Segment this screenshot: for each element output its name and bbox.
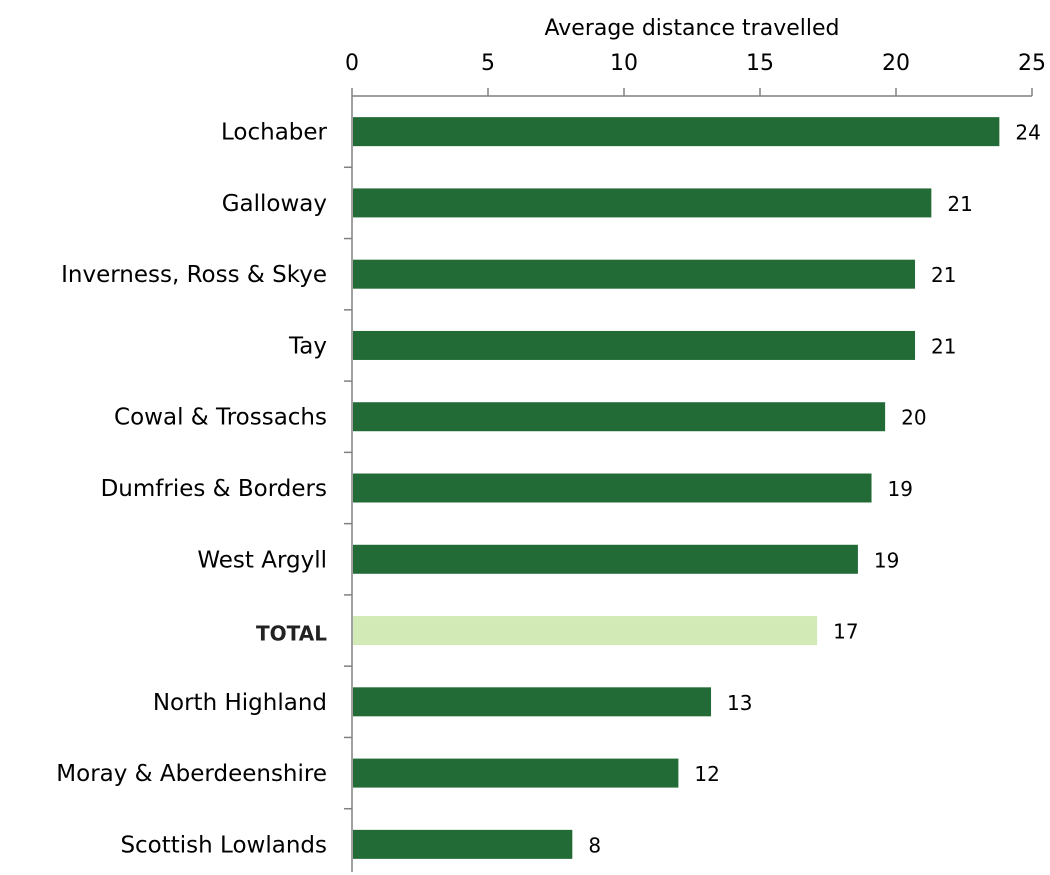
data-label: 19 <box>874 548 899 572</box>
data-labels: 24 21 21 21 20 19 19 17 13 12 8 <box>588 121 1040 858</box>
bar-west-argyll <box>353 544 858 574</box>
category-label: Moray & Aberdeenshire <box>56 761 327 787</box>
data-label: 8 <box>588 833 601 857</box>
category-labels: Lochaber Galloway Inverness, Ross & Skye Ta… <box>56 120 327 859</box>
category-label: Inverness, Ross & Skye <box>61 262 327 288</box>
bar-tay <box>353 330 916 360</box>
data-label: 17 <box>833 620 858 644</box>
x-axis-title: Average distance travelled <box>545 16 840 41</box>
data-label: 20 <box>901 406 926 430</box>
x-tick-label: 25 <box>1018 51 1046 76</box>
data-label: 21 <box>931 334 956 358</box>
x-tick-label: 20 <box>882 51 910 76</box>
category-label: Cowal & Trossachs <box>114 405 327 431</box>
category-label: Dumfries & Borders <box>101 476 327 502</box>
data-label: 21 <box>931 263 956 287</box>
bar-scottish-lowlands <box>353 829 573 859</box>
data-label: 12 <box>694 762 719 786</box>
bars <box>353 117 1000 859</box>
category-label: Tay <box>288 333 327 359</box>
bar-total <box>353 616 818 646</box>
bar-moray-aberdeenshire <box>353 758 679 788</box>
bar-north-highland <box>353 687 712 717</box>
x-tick-label: 5 <box>481 51 495 76</box>
bar-inverness-ross-skye <box>353 259 916 289</box>
x-axis-ticks: 0 5 10 15 20 25 <box>345 51 1046 96</box>
bar-lochaber <box>353 117 1000 147</box>
category-label: TOTAL <box>256 622 327 646</box>
category-label: Galloway <box>222 191 327 217</box>
x-tick-label: 10 <box>610 51 638 76</box>
category-label: Scottish Lowlands <box>120 832 327 858</box>
x-tick-label: 15 <box>746 51 774 76</box>
data-label: 21 <box>947 192 972 216</box>
category-label: West Argyll <box>197 547 327 573</box>
category-label: North Highland <box>153 690 327 716</box>
data-label: 24 <box>1015 121 1040 145</box>
category-axis-ticks <box>344 166 352 810</box>
bar-galloway <box>353 188 932 218</box>
data-label: 19 <box>888 477 913 501</box>
data-label: 13 <box>727 691 752 715</box>
x-tick-label: 0 <box>345 51 359 76</box>
category-label: Lochaber <box>221 120 328 146</box>
bar-cowal-trossachs <box>353 402 886 432</box>
bar-dumfries-borders <box>353 473 872 503</box>
